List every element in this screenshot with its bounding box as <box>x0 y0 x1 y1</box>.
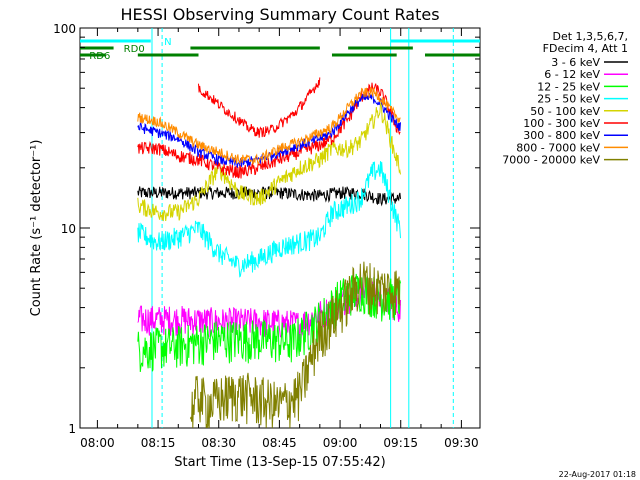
legend-label: 25 - 50 keV <box>537 93 600 106</box>
y-axis-label: Count Rate (s⁻¹ detector⁻¹) <box>29 140 44 317</box>
legend-label: 12 - 25 keV <box>537 80 600 93</box>
series-100-300-kev <box>137 82 401 179</box>
x-tick-label: 09:15 <box>383 436 418 450</box>
x-tick-label: 08:15 <box>141 436 176 450</box>
legend-label: 50 - 100 keV <box>530 105 600 118</box>
series-50-100-kev <box>137 101 401 222</box>
series-flare-segment <box>198 77 321 138</box>
y-tick-label: 100 <box>53 22 76 36</box>
legend-label: 800 - 7000 keV <box>516 141 600 154</box>
x-tick-label: 08:45 <box>262 436 297 450</box>
x-tick-label: 08:30 <box>201 436 236 450</box>
legend-label: 6 - 12 keV <box>544 68 600 81</box>
series-25-50-kev <box>137 161 401 278</box>
x-axis: 08:00 08:15 08:30 08:45 09:00 09:15 09:30 <box>80 28 479 450</box>
attenuator-bars: N RD0 RD6 <box>80 37 480 62</box>
y-tick-label: 10 <box>61 222 76 236</box>
legend-label: 7000 - 20000 keV <box>502 154 600 167</box>
x-tick-label: 08:00 <box>80 436 115 450</box>
y-axis: 1 10 100 <box>53 22 480 436</box>
chart-title: HESSI Observing Summary Count Rates <box>120 5 439 24</box>
legend-header: FDecim 4, Att 1 <box>543 42 628 55</box>
series-group <box>137 77 401 429</box>
state-bar-label: N <box>164 37 171 48</box>
state-bar-label: RD0 <box>124 44 145 55</box>
legend-label: 3 - 6 keV <box>551 56 600 69</box>
legend-label: 100 - 300 keV <box>523 117 600 130</box>
footer-timestamp: 22-Aug-2017 01:18 <box>559 470 636 479</box>
legend-label: 300 - 800 keV <box>523 129 600 142</box>
y-tick-label: 1 <box>68 422 76 436</box>
x-axis-label: Start Time (13-Sep-15 07:55:42) <box>174 455 385 470</box>
series-12-25-kev <box>137 273 401 373</box>
state-bar-label: RD6 <box>89 51 110 62</box>
legend-header: Det 1,3,5,6,7, <box>552 30 628 43</box>
series-7000-20000-kev <box>189 261 401 429</box>
x-tick-label: 09:00 <box>323 436 358 450</box>
x-tick-label: 09:30 <box>444 436 479 450</box>
legend: Det 1,3,5,6,7,FDecim 4, Att 13 - 6 keV6 … <box>502 30 628 167</box>
series-800-7000-kev <box>137 86 401 165</box>
